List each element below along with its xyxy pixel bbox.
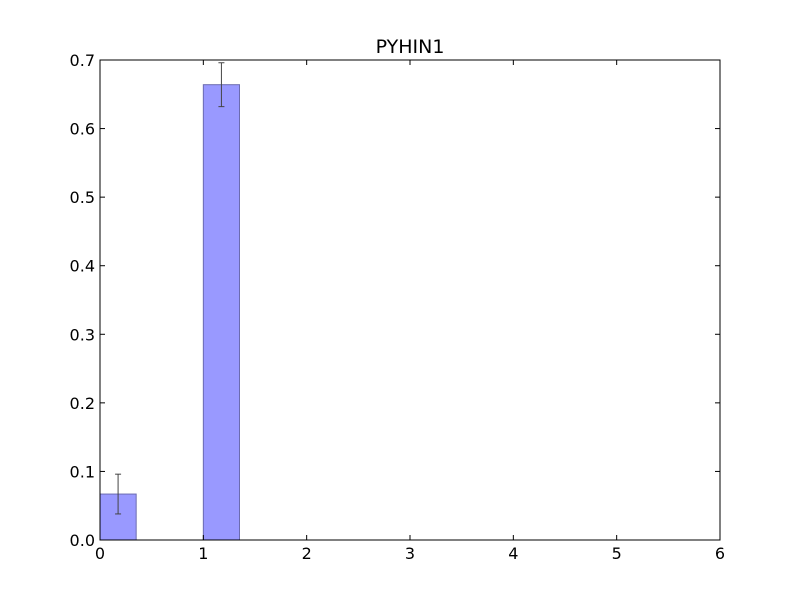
bar	[202, 84, 240, 541]
x-tick-label: 2	[302, 544, 312, 563]
y-tick-label: 0.5	[70, 188, 95, 207]
x-tick-label: 0	[95, 544, 105, 563]
y-tick-label: 0.7	[70, 51, 95, 70]
x-tick-labels: 0 1 2 3 4 5 6	[95, 544, 725, 563]
y-tick-label: 0.0	[70, 531, 95, 550]
chart-title: PYHIN1	[376, 36, 445, 58]
y-tick-labels: 0.0 0.1 0.2 0.3 0.4 0.5 0.6 0.7	[70, 51, 95, 550]
y-tick-label: 0.1	[70, 462, 95, 481]
x-tick-label: 1	[198, 544, 208, 563]
x-tick-label: 5	[612, 544, 622, 563]
y-tick-label: 0.3	[70, 325, 95, 344]
ticks-layer	[99, 59, 721, 541]
y-tick-label: 0.4	[70, 257, 95, 276]
x-tick-label: 6	[715, 544, 725, 563]
error-bars-layer	[115, 62, 225, 515]
y-tick-label: 0.6	[70, 120, 95, 139]
x-tick-label: 4	[508, 544, 518, 563]
x-tick-label: 3	[405, 544, 415, 563]
y-tick-label: 0.2	[70, 394, 95, 413]
